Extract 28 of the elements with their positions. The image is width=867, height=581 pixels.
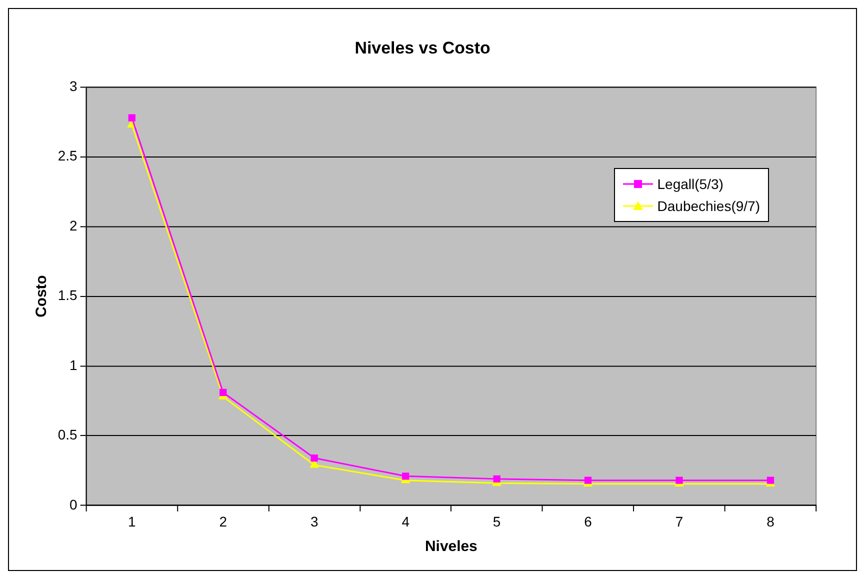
y-tick-label: 2 <box>70 217 78 234</box>
y-tick-label: 0 <box>70 496 78 512</box>
x-tick-label: 3 <box>310 514 318 530</box>
x-tick-label: 6 <box>584 514 592 530</box>
point <box>128 114 136 122</box>
y-axis-title: Costo <box>33 275 50 318</box>
y-tick-label: 1.5 <box>58 287 78 304</box>
x-axis-title: Niveles <box>425 538 478 556</box>
x-tick-label: 1 <box>128 514 136 530</box>
x-tick-label: 7 <box>675 514 684 530</box>
legend-label: Legall(5/3) <box>657 175 724 194</box>
point <box>310 454 318 462</box>
point <box>584 476 592 484</box>
point <box>676 476 683 484</box>
x-tick-label: 2 <box>219 514 228 530</box>
y-tick-label: 0.5 <box>58 426 78 443</box>
x-tick-label: 5 <box>492 514 501 530</box>
point <box>220 388 227 396</box>
x-tick-label: 4 <box>402 514 410 530</box>
chart-title: Niveles vs Costo <box>354 38 490 58</box>
point <box>402 472 410 480</box>
x-tick-label: 8 <box>766 514 775 530</box>
y-tick-label: 3 <box>70 78 78 94</box>
point <box>766 476 774 484</box>
y-tick-label: 2.5 <box>58 148 78 164</box>
y-tick-label: 1 <box>70 356 78 373</box>
legend-label: Daubechies(9/7) <box>657 197 760 216</box>
point <box>493 475 500 483</box>
